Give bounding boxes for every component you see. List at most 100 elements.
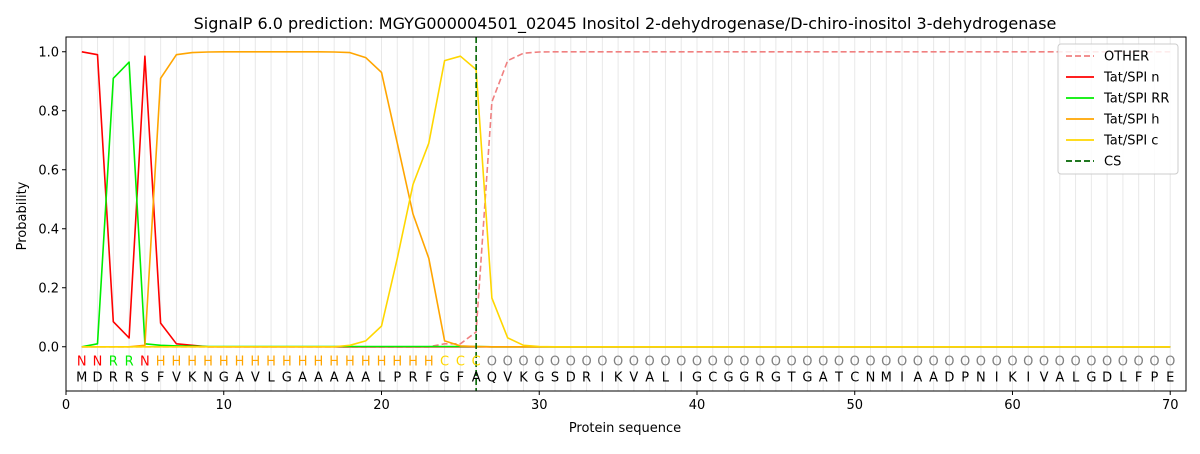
residue-label: V bbox=[629, 370, 638, 385]
residue-label: F bbox=[157, 370, 164, 385]
residue-label: F bbox=[1135, 370, 1142, 385]
residue-label: K bbox=[519, 370, 528, 385]
residue-label: R bbox=[582, 370, 591, 385]
residue-label: A bbox=[330, 370, 339, 385]
residue-label: R bbox=[109, 370, 118, 385]
residue-label: F bbox=[425, 370, 432, 385]
x-tick-label: 70 bbox=[1162, 398, 1179, 413]
region-label: R bbox=[109, 355, 118, 370]
residue-label: S bbox=[141, 370, 149, 385]
y-tick-label: 0.0 bbox=[38, 340, 59, 355]
residue-label: V bbox=[172, 370, 181, 385]
region-label: H bbox=[408, 355, 418, 370]
residue-label: L bbox=[1072, 370, 1080, 385]
region-label: O bbox=[487, 355, 497, 370]
region-label: H bbox=[298, 355, 308, 370]
region-label: O bbox=[566, 355, 576, 370]
residue-label: K bbox=[614, 370, 623, 385]
region-label: H bbox=[361, 355, 371, 370]
region-label: O bbox=[1149, 355, 1159, 370]
region-label: C bbox=[472, 355, 481, 370]
region-label: O bbox=[1023, 355, 1033, 370]
region-label: H bbox=[282, 355, 292, 370]
region-label: O bbox=[503, 355, 513, 370]
y-tick-label: 0.8 bbox=[38, 104, 59, 119]
x-tick-label: 10 bbox=[215, 398, 232, 413]
region-label: O bbox=[928, 355, 938, 370]
region-label: H bbox=[250, 355, 260, 370]
y-tick-label: 1.0 bbox=[38, 45, 59, 60]
residue-label: F bbox=[457, 370, 464, 385]
residue-label: V bbox=[503, 370, 512, 385]
x-tick-label: 20 bbox=[373, 398, 390, 413]
region-label: H bbox=[345, 355, 355, 370]
region-label: O bbox=[1118, 355, 1128, 370]
series-line-4 bbox=[81, 55, 1171, 348]
region-label: O bbox=[518, 355, 528, 370]
residue-label: I bbox=[1026, 370, 1030, 385]
residue-label: L bbox=[662, 370, 670, 385]
grid-layer bbox=[81, 37, 1171, 391]
residue-label: G bbox=[440, 370, 450, 385]
residue-label: N bbox=[866, 370, 876, 385]
residue-label: I bbox=[600, 370, 604, 385]
region-label: O bbox=[913, 355, 923, 370]
legend-label: Tat/SPI n bbox=[1103, 71, 1160, 86]
residue-label: P bbox=[961, 370, 969, 385]
residue-label: E bbox=[1166, 370, 1174, 385]
region-label: N bbox=[77, 355, 87, 370]
series-layer bbox=[81, 50, 1171, 348]
residue-label: G bbox=[534, 370, 544, 385]
region-label: N bbox=[140, 355, 150, 370]
region-label: C bbox=[456, 355, 465, 370]
region-label: O bbox=[613, 355, 623, 370]
residue-label: K bbox=[1008, 370, 1017, 385]
residue-label: L bbox=[1119, 370, 1127, 385]
residue-label: A bbox=[913, 370, 922, 385]
residue-label: A bbox=[345, 370, 354, 385]
chart-title: SignalP 6.0 prediction: MGYG000004501_02… bbox=[194, 14, 1057, 34]
residue-label: G bbox=[802, 370, 812, 385]
region-label: R bbox=[125, 355, 134, 370]
region-label: O bbox=[944, 355, 954, 370]
residue-label: A bbox=[1055, 370, 1064, 385]
residue-label: R bbox=[409, 370, 418, 385]
residue-label: D bbox=[1102, 370, 1112, 385]
residue-label: S bbox=[551, 370, 559, 385]
residue-label: I bbox=[995, 370, 999, 385]
region-label: O bbox=[534, 355, 544, 370]
region-label: O bbox=[1070, 355, 1080, 370]
region-label: O bbox=[1165, 355, 1175, 370]
region-label: O bbox=[723, 355, 733, 370]
residue-label: G bbox=[1086, 370, 1096, 385]
y-tick-label: 0.2 bbox=[38, 281, 59, 296]
residue-label: A bbox=[298, 370, 307, 385]
residue-label: N bbox=[976, 370, 986, 385]
axis-layer: 0 10 20 30 40 50 60 70 0.0 0.2 0.4 0.6 0.8 1.0 bbox=[38, 45, 1178, 413]
region-label: O bbox=[581, 355, 591, 370]
region-label: O bbox=[834, 355, 844, 370]
legend-label: Tat/SPI h bbox=[1103, 113, 1160, 128]
residue-label: D bbox=[944, 370, 954, 385]
region-label: H bbox=[172, 355, 182, 370]
residue-label: A bbox=[819, 370, 828, 385]
x-tick-label: 30 bbox=[531, 398, 548, 413]
region-label: O bbox=[739, 355, 749, 370]
sequence-label-layer: NMNDRRRRNSHFHVHKHNHGHAHVHLHGHAHAHAHAHAHL… bbox=[76, 355, 1175, 386]
x-tick-label: 50 bbox=[846, 398, 863, 413]
residue-label: P bbox=[393, 370, 401, 385]
region-label: O bbox=[597, 355, 607, 370]
x-tick-label: 0 bbox=[62, 398, 70, 413]
residue-label: R bbox=[125, 370, 134, 385]
region-label: H bbox=[392, 355, 402, 370]
residue-label: T bbox=[834, 370, 843, 385]
legend-label: Tat/SPI c bbox=[1103, 134, 1158, 149]
region-label: O bbox=[802, 355, 812, 370]
residue-label: M bbox=[881, 370, 892, 385]
region-label: H bbox=[187, 355, 197, 370]
residue-label: C bbox=[708, 370, 717, 385]
region-label: O bbox=[1102, 355, 1112, 370]
y-tick-label: 0.6 bbox=[38, 163, 59, 178]
residue-label: D bbox=[93, 370, 103, 385]
